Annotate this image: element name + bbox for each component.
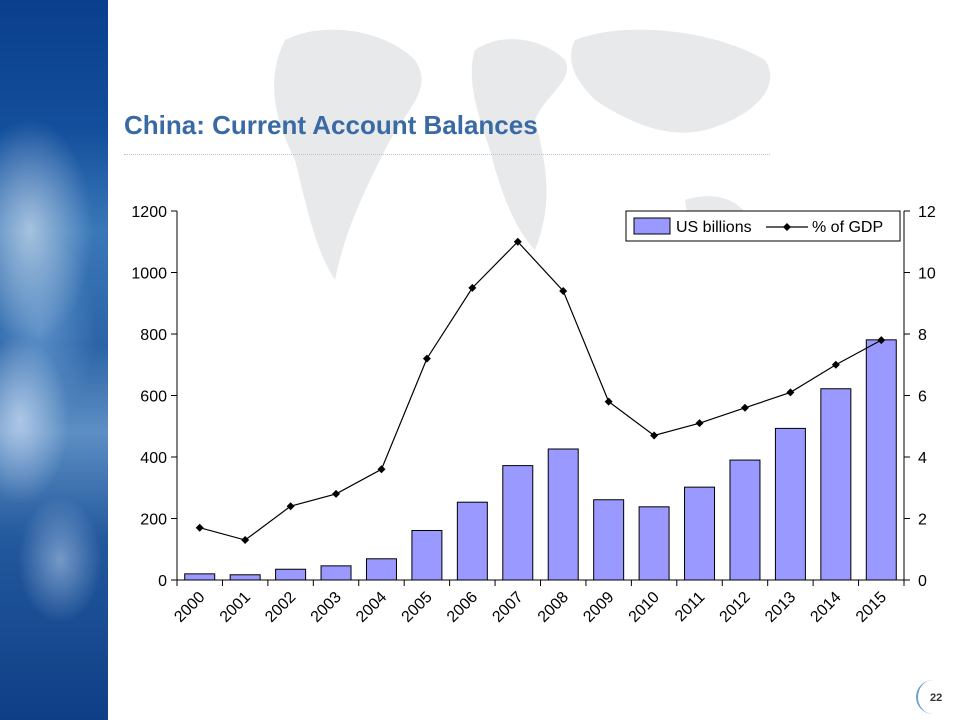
chart-legend: US billions % of GDP: [625, 210, 901, 242]
bar-us-billions: [229, 574, 261, 581]
x-tick-label: 2011: [672, 589, 708, 625]
bar-us-billions: [184, 573, 216, 581]
slide-title: China: Current Account Balances: [124, 110, 538, 140]
bar-us-billions: [729, 459, 761, 581]
x-tick-label: 2003: [308, 589, 345, 626]
bar-us-billions: [365, 558, 397, 581]
x-tick-label: 2001: [217, 589, 254, 626]
point-pct-gdp: [877, 336, 886, 345]
bar-us-billions: [547, 448, 579, 581]
y-right-tick-label: 8: [918, 327, 927, 344]
y-right-tick-label: 2: [918, 512, 927, 529]
x-tick-label: 2007: [489, 589, 526, 626]
point-pct-gdp: [195, 523, 204, 532]
bar-us-billions: [684, 486, 716, 581]
point-pct-gdp: [468, 283, 477, 292]
y-left-tick-label: 1000: [131, 266, 167, 283]
legend-diamond-marker: [783, 223, 791, 231]
x-tick-label: 2010: [626, 589, 663, 626]
bar-us-billions: [275, 568, 307, 581]
x-tick-label: 2006: [444, 589, 481, 626]
x-tick-label: 2005: [399, 589, 436, 626]
y-left-tick-label: 0: [158, 573, 167, 590]
bar-us-billions: [774, 427, 806, 581]
x-tick-label: 2009: [580, 589, 617, 626]
y-right-tick-label: 10: [918, 266, 936, 283]
legend-bar-swatch: [633, 217, 671, 235]
bar-us-billions: [820, 388, 852, 581]
point-pct-gdp: [786, 388, 795, 397]
point-pct-gdp: [377, 465, 386, 474]
legend-box: [625, 210, 901, 242]
x-tick-label: 2014: [807, 589, 844, 626]
point-pct-gdp: [332, 489, 341, 498]
point-pct-gdp: [513, 237, 522, 246]
line-pct-gdp: [199, 240, 882, 541]
x-tick-label: 2008: [535, 589, 572, 626]
x-tick-label: 2000: [171, 589, 208, 626]
bar-us-billions: [593, 499, 625, 581]
page-number: 22: [930, 692, 943, 704]
legend-line-label: % of GDP: [812, 219, 883, 236]
point-pct-gdp: [650, 431, 659, 440]
y-left-tick-label: 800: [140, 327, 167, 344]
title-divider: [124, 154, 770, 155]
bar-us-billions: [411, 529, 443, 581]
bar-us-billions: [456, 501, 488, 581]
y-left-tick-label: 200: [140, 512, 167, 529]
y-left-tick-label: 600: [140, 389, 167, 406]
x-tick-label: 2002: [262, 589, 299, 626]
y-right-tick-label: 12: [918, 204, 936, 221]
x-tick-label: 2015: [853, 589, 890, 626]
page-number-badge: [916, 680, 950, 714]
x-tick-label: 2004: [353, 589, 390, 626]
x-tick-label: 2013: [762, 589, 799, 626]
earth-background-image: [0, 0, 108, 720]
point-pct-gdp: [831, 360, 840, 369]
point-pct-gdp: [422, 354, 431, 363]
point-pct-gdp: [559, 286, 568, 295]
point-pct-gdp: [695, 419, 704, 428]
x-tick-label: 2012: [717, 589, 754, 626]
point-pct-gdp: [604, 397, 613, 406]
y-right-tick-label: 0: [918, 573, 927, 590]
y-right-tick-label: 6: [918, 389, 927, 406]
bar-us-billions: [502, 465, 534, 581]
y-left-tick-label: 1200: [131, 204, 167, 221]
y-right-tick-label: 4: [918, 450, 927, 467]
bar-us-billions: [638, 506, 670, 581]
bar-us-billions: [320, 565, 352, 581]
legend-bar-label: US billions: [676, 219, 752, 236]
point-pct-gdp: [286, 502, 295, 511]
bar-us-billions: [865, 339, 897, 581]
point-pct-gdp: [241, 536, 250, 545]
y-left-tick-label: 400: [140, 450, 167, 467]
point-pct-gdp: [740, 403, 749, 412]
